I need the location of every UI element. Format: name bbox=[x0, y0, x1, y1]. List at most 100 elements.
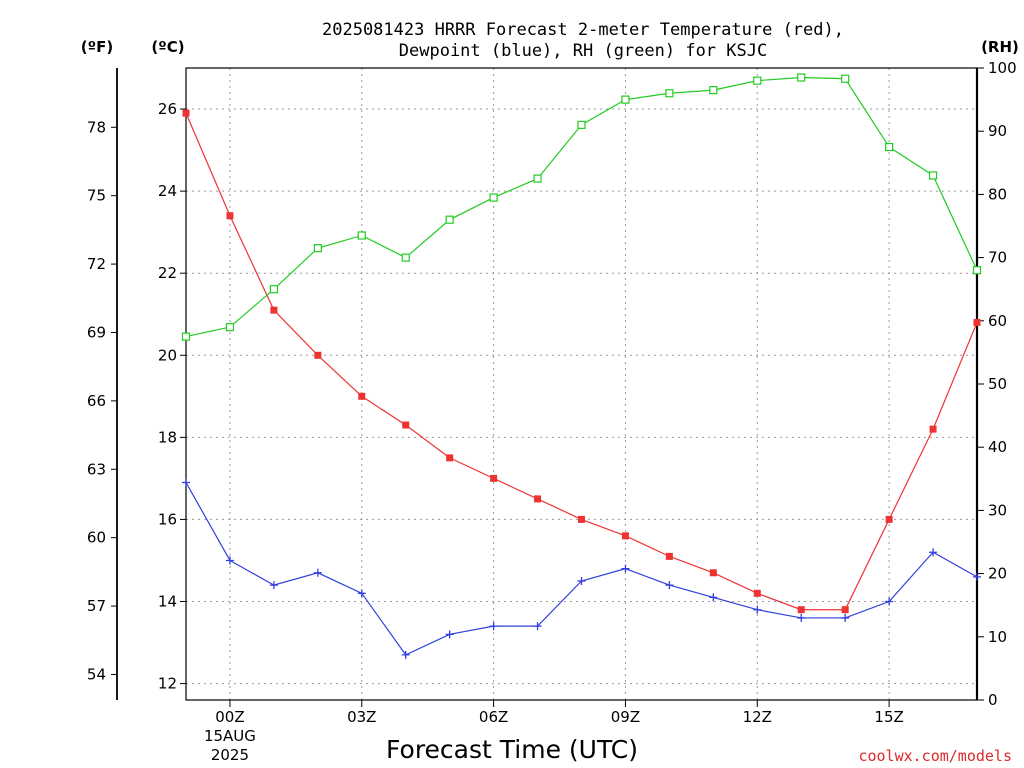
temperature-point bbox=[709, 569, 717, 577]
temperature-point bbox=[929, 425, 937, 433]
rh-point bbox=[445, 215, 454, 224]
rh-point bbox=[313, 244, 322, 253]
x-axis-label: Forecast Time (UTC) bbox=[386, 735, 638, 764]
rh-point bbox=[269, 285, 278, 294]
fahrenheit-tick-label: 60 bbox=[87, 529, 106, 547]
dewpoint-point bbox=[489, 622, 498, 631]
rh-point bbox=[181, 332, 191, 341]
temperature-point bbox=[490, 474, 498, 482]
temperature-point bbox=[314, 351, 322, 359]
temperature-point bbox=[973, 318, 981, 326]
data-series bbox=[181, 73, 982, 659]
dewpoint-point bbox=[357, 589, 366, 598]
chart-title-line1: 2025081423 HRRR Forecast 2-meter Tempera… bbox=[322, 20, 844, 40]
temperature-point bbox=[578, 515, 585, 523]
temperature-point bbox=[226, 212, 234, 220]
rh-tick-label: 0 bbox=[988, 691, 998, 709]
rh-point bbox=[665, 89, 674, 98]
dewpoint-point bbox=[797, 613, 806, 622]
rh-tick-label: 50 bbox=[988, 375, 1007, 393]
temperature-point bbox=[358, 392, 366, 400]
celsius-tick-label: 24 bbox=[158, 182, 177, 200]
dewpoint-point bbox=[577, 576, 586, 585]
rh-point bbox=[533, 174, 542, 183]
x-year-label: 2025 bbox=[211, 746, 249, 764]
chart-title-line2: Dewpoint (blue), RH (green) for KSJC bbox=[399, 41, 767, 61]
fahrenheit-tick-label: 57 bbox=[87, 597, 106, 615]
rh-tick-label: 90 bbox=[988, 122, 1007, 140]
temperature-point bbox=[270, 306, 278, 314]
x-tick-label: 06Z bbox=[479, 708, 508, 726]
dewpoint-point bbox=[753, 605, 762, 614]
celsius-tick-label: 20 bbox=[158, 346, 177, 364]
rh-point bbox=[401, 253, 410, 262]
dewpoint-point bbox=[269, 581, 278, 590]
rh-point bbox=[489, 193, 498, 202]
fahrenheit-tick-label: 66 bbox=[87, 392, 106, 410]
plot-frame bbox=[185, 67, 978, 701]
rh-tick-label: 40 bbox=[988, 438, 1007, 456]
temperature-point bbox=[797, 606, 805, 614]
rh-tick-label: 80 bbox=[988, 185, 1007, 203]
dewpoint-point bbox=[841, 613, 850, 622]
celsius-tick-label: 14 bbox=[158, 593, 177, 611]
dewpoint-point bbox=[182, 478, 190, 487]
rh-point bbox=[841, 74, 850, 83]
dewpoint-point bbox=[709, 593, 718, 602]
dewpoint-line bbox=[185, 482, 978, 656]
rh-point bbox=[885, 142, 894, 152]
rh-point bbox=[709, 86, 718, 95]
rh-tick-label: 10 bbox=[988, 628, 1007, 646]
celsius-tick-label: 18 bbox=[158, 428, 177, 446]
rh-point bbox=[972, 266, 982, 275]
celsius-tick-label: 22 bbox=[158, 264, 177, 282]
x-tick-label: 12Z bbox=[743, 708, 772, 726]
dewpoint-point bbox=[621, 564, 630, 573]
temperature-point bbox=[182, 109, 190, 117]
fahrenheit-unit-label: (ºF) bbox=[81, 38, 113, 56]
dewpoint-point bbox=[445, 630, 454, 639]
x-tick-label: 00Z bbox=[215, 708, 244, 726]
dewpoint-point bbox=[973, 572, 981, 581]
rh-point bbox=[753, 76, 762, 85]
rh-unit-label: (RH) bbox=[981, 38, 1019, 56]
rh-tick-label: 30 bbox=[988, 501, 1007, 519]
x-tick-label: 03Z bbox=[347, 708, 376, 726]
x-tick-label: 15Z bbox=[874, 708, 903, 726]
temperature-point bbox=[665, 552, 673, 560]
grid-lines bbox=[186, 68, 977, 700]
rh-point bbox=[928, 171, 938, 180]
x-tick-label: 09Z bbox=[611, 708, 640, 726]
dewpoint-point bbox=[929, 548, 938, 557]
dewpoint-point bbox=[665, 581, 674, 590]
fahrenheit-tick-label: 54 bbox=[87, 665, 106, 683]
temperature-point bbox=[885, 515, 893, 523]
dewpoint-point bbox=[401, 650, 410, 659]
temperature-point bbox=[402, 421, 410, 429]
fahrenheit-tick-label: 72 bbox=[87, 255, 106, 273]
dewpoint-point bbox=[313, 568, 322, 577]
temperature-point bbox=[841, 606, 849, 614]
credit-text: coolwx.com/models bbox=[858, 747, 1012, 765]
rh-point bbox=[797, 73, 806, 82]
fahrenheit-tick-label: 78 bbox=[87, 118, 106, 136]
fahrenheit-tick-label: 63 bbox=[87, 460, 106, 478]
dewpoint-point bbox=[885, 597, 894, 606]
rh-point bbox=[621, 95, 630, 104]
rh-tick-label: 70 bbox=[988, 249, 1007, 267]
rh-line bbox=[185, 76, 978, 338]
rh-tick-label: 60 bbox=[988, 312, 1007, 330]
rh-tick-label: 100 bbox=[988, 59, 1017, 77]
rh-tick-label: 20 bbox=[988, 565, 1007, 583]
temperature-line bbox=[185, 112, 978, 611]
celsius-tick-label: 12 bbox=[158, 675, 177, 693]
dewpoint-point bbox=[533, 622, 542, 631]
temperature-point bbox=[534, 495, 542, 503]
temperature-point bbox=[753, 589, 761, 597]
x-date-label: 15AUG bbox=[204, 727, 256, 745]
dewpoint-point bbox=[225, 556, 234, 565]
celsius-tick-label: 16 bbox=[158, 510, 177, 528]
rh-point bbox=[357, 231, 366, 240]
